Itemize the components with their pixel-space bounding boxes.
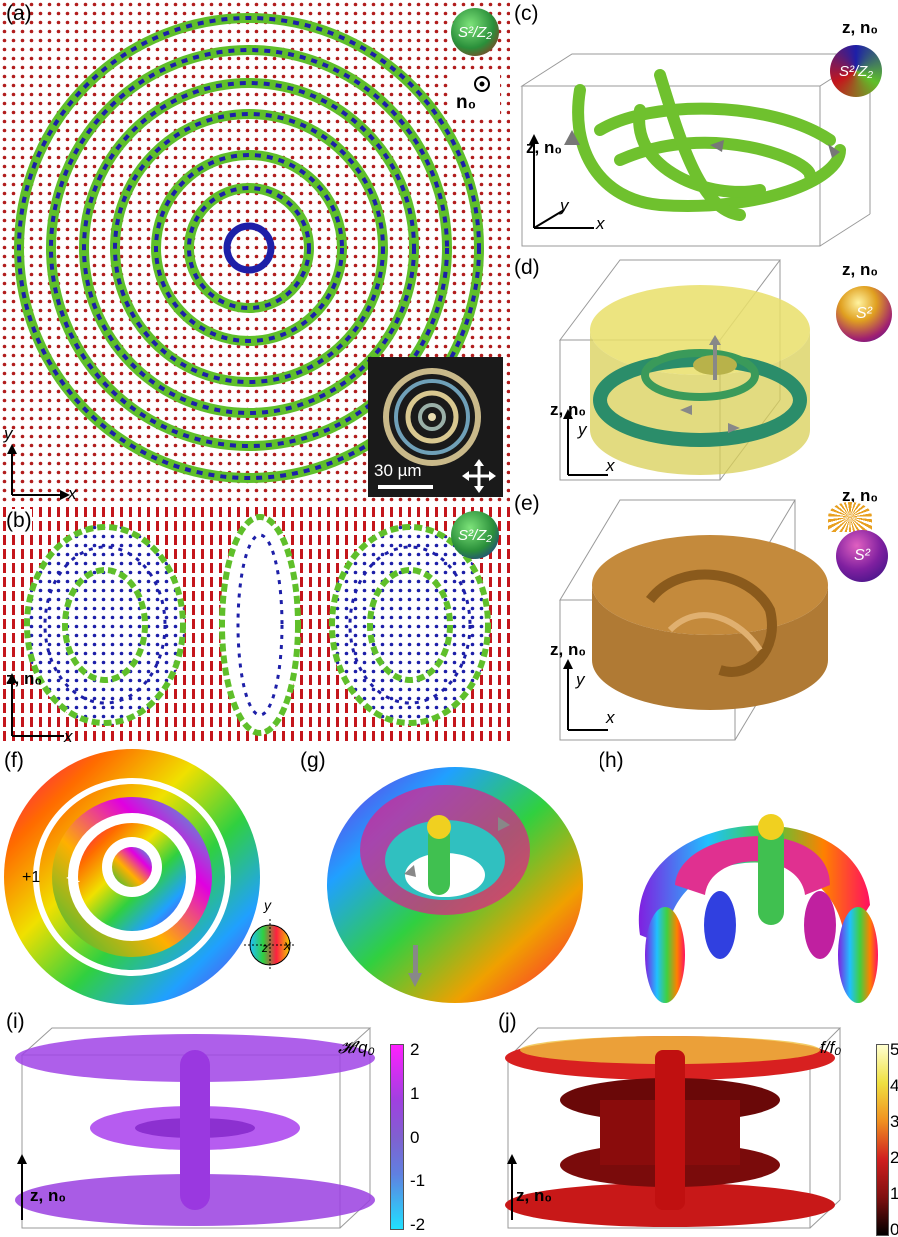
- n0-label-a: n₀: [456, 92, 477, 113]
- axis-y-label-d: y: [578, 420, 587, 439]
- axis-z-label-b: z, n₀: [6, 669, 42, 688]
- crossed-polarizer-icon: [462, 459, 496, 493]
- panel-f-label: (f): [4, 749, 24, 772]
- panel-d-figure: [559, 259, 810, 481]
- scale-bar: [378, 485, 433, 489]
- panel-i: (i) z, n₀ 𝓗/q₀ 2 1 0 -1 -2: [0, 1010, 470, 1237]
- panel-c-label: (c): [514, 2, 539, 25]
- panel-e-label: (e): [514, 492, 540, 515]
- axis-z-label-i: z, n₀: [30, 1186, 66, 1205]
- colorbar-tick: 5: [890, 1040, 898, 1059]
- scale-bar-label: 30 µm: [374, 461, 422, 480]
- panel-h: (h): [600, 745, 898, 1010]
- colorbar-tick: -2: [410, 1215, 426, 1234]
- colorbar-tick: 0: [890, 1220, 898, 1237]
- micrograph-rings: [383, 368, 481, 466]
- colorbar-title-j: f/f₀: [820, 1038, 842, 1057]
- hedgehog-icon: [828, 502, 872, 532]
- panel-g-label: (g): [300, 749, 326, 772]
- axis-x-label-d: x: [606, 456, 615, 475]
- axis-x-label-f: x: [284, 937, 291, 953]
- colorbar-ticks-j: 5 4 3 2 1 0: [890, 1040, 898, 1237]
- panel-e-figure: [559, 499, 828, 741]
- axis-z-label-e: z, n₀: [550, 640, 586, 659]
- topology-badge-d: S²: [836, 286, 892, 342]
- micrograph-inset: 30 µm: [368, 357, 503, 497]
- panel-d: (d) z, n₀ S² z, n₀ y x: [510, 250, 898, 490]
- panel-f: (f) +1 -1 y x z: [0, 745, 300, 1010]
- colorbar-tick: 2: [410, 1040, 420, 1059]
- colorbar-j: [876, 1044, 889, 1236]
- panel-d-label: (d): [514, 256, 540, 279]
- panel-h-label: (h): [600, 749, 624, 772]
- panel-a: (a) S²/Z₂ n₀ 30 µm y x: [0, 0, 510, 505]
- panel-c-figure: [520, 53, 872, 247]
- badge-text-a: S²/Z₂: [457, 23, 493, 41]
- axis-top-label-d: z, n₀: [842, 260, 878, 279]
- n0-indicator-a: n₀: [452, 72, 500, 118]
- axis-x-label-e: x: [606, 708, 615, 727]
- axis-y-label-a: y: [4, 424, 13, 443]
- panel-i-label: (i): [6, 1010, 25, 1033]
- axis-top-label-c: z, n₀: [842, 18, 878, 37]
- axis-y-label-f: y: [264, 897, 271, 913]
- charge-minus-label: -1: [66, 869, 81, 886]
- panel-j-figure: [505, 1027, 842, 1229]
- colorbar-tick: 1: [410, 1083, 420, 1103]
- color-wheel-legend: [244, 919, 296, 971]
- badge-text-e: S²: [854, 547, 870, 564]
- panel-a-texture: [0, 0, 510, 505]
- colorbar-tick: 0: [410, 1127, 420, 1147]
- axis-y-label-c: y: [560, 196, 569, 215]
- panel-c: (c) z, n₀ S²/Z₂ z, n₀ y x: [510, 0, 898, 250]
- axis-z-label-j: z, n₀: [516, 1186, 552, 1205]
- axis-z-label-f: z: [262, 941, 268, 955]
- axes-b: [7, 673, 64, 737]
- badge-text-b: S²/Z₂: [457, 526, 493, 544]
- axis-y-label-e: y: [576, 670, 585, 689]
- colorbar-i: [390, 1044, 404, 1230]
- out-of-plane-icon: [474, 76, 490, 92]
- topology-badge-e: S²: [836, 530, 888, 582]
- axis-z-label-d: z, n₀: [550, 400, 586, 419]
- panel-b-texture: [0, 505, 510, 745]
- colorbar-tick: 4: [890, 1076, 898, 1095]
- panel-e: (e) z, n₀ S² z, n₀ y x: [510, 490, 898, 745]
- axes-a: [7, 444, 70, 500]
- colorbar-tick: -1: [410, 1171, 426, 1191]
- axis-x-label-c: x: [596, 214, 605, 233]
- panel-b: (b) S²/Z₂ z, n₀ x: [0, 505, 510, 745]
- axis-z-label-c: z, n₀: [526, 138, 562, 157]
- panel-h-figure: [638, 814, 878, 1003]
- topology-badge-a: S²/Z₂: [451, 8, 499, 56]
- panel-g-figure: [327, 767, 583, 1003]
- axis-x-label-a: x: [68, 484, 77, 503]
- colorbar-tick: 3: [890, 1112, 898, 1131]
- colorbar-title-i: 𝓗/q₀: [338, 1038, 375, 1057]
- panel-j: (j) z, n₀ f/f₀ 5 4 3 2 1 0: [470, 1010, 898, 1237]
- panel-b-label: (b): [6, 509, 32, 533]
- badge-text-c: S²/Z₂: [838, 62, 874, 80]
- axis-x-label-b: x: [64, 727, 73, 745]
- topology-badge-c: S²/Z₂: [830, 45, 882, 97]
- panel-g: (g): [300, 745, 600, 1010]
- topology-badge-b: S²/Z₂: [451, 511, 499, 559]
- panel-i-figure: [15, 1027, 375, 1229]
- charge-plus-label: +1: [22, 869, 41, 886]
- badge-text-d: S²: [856, 305, 872, 322]
- panel-a-label: (a): [6, 2, 32, 25]
- panel-f-figure: [4, 749, 260, 1005]
- colorbar-tick: 2: [890, 1148, 898, 1167]
- colorbar-ticks-i: 2 1 0 -1 -2: [410, 1040, 425, 1235]
- axis-top-label-e: z, n₀: [842, 490, 878, 505]
- colorbar-tick: 1: [890, 1184, 898, 1203]
- panel-j-label: (j): [498, 1010, 517, 1033]
